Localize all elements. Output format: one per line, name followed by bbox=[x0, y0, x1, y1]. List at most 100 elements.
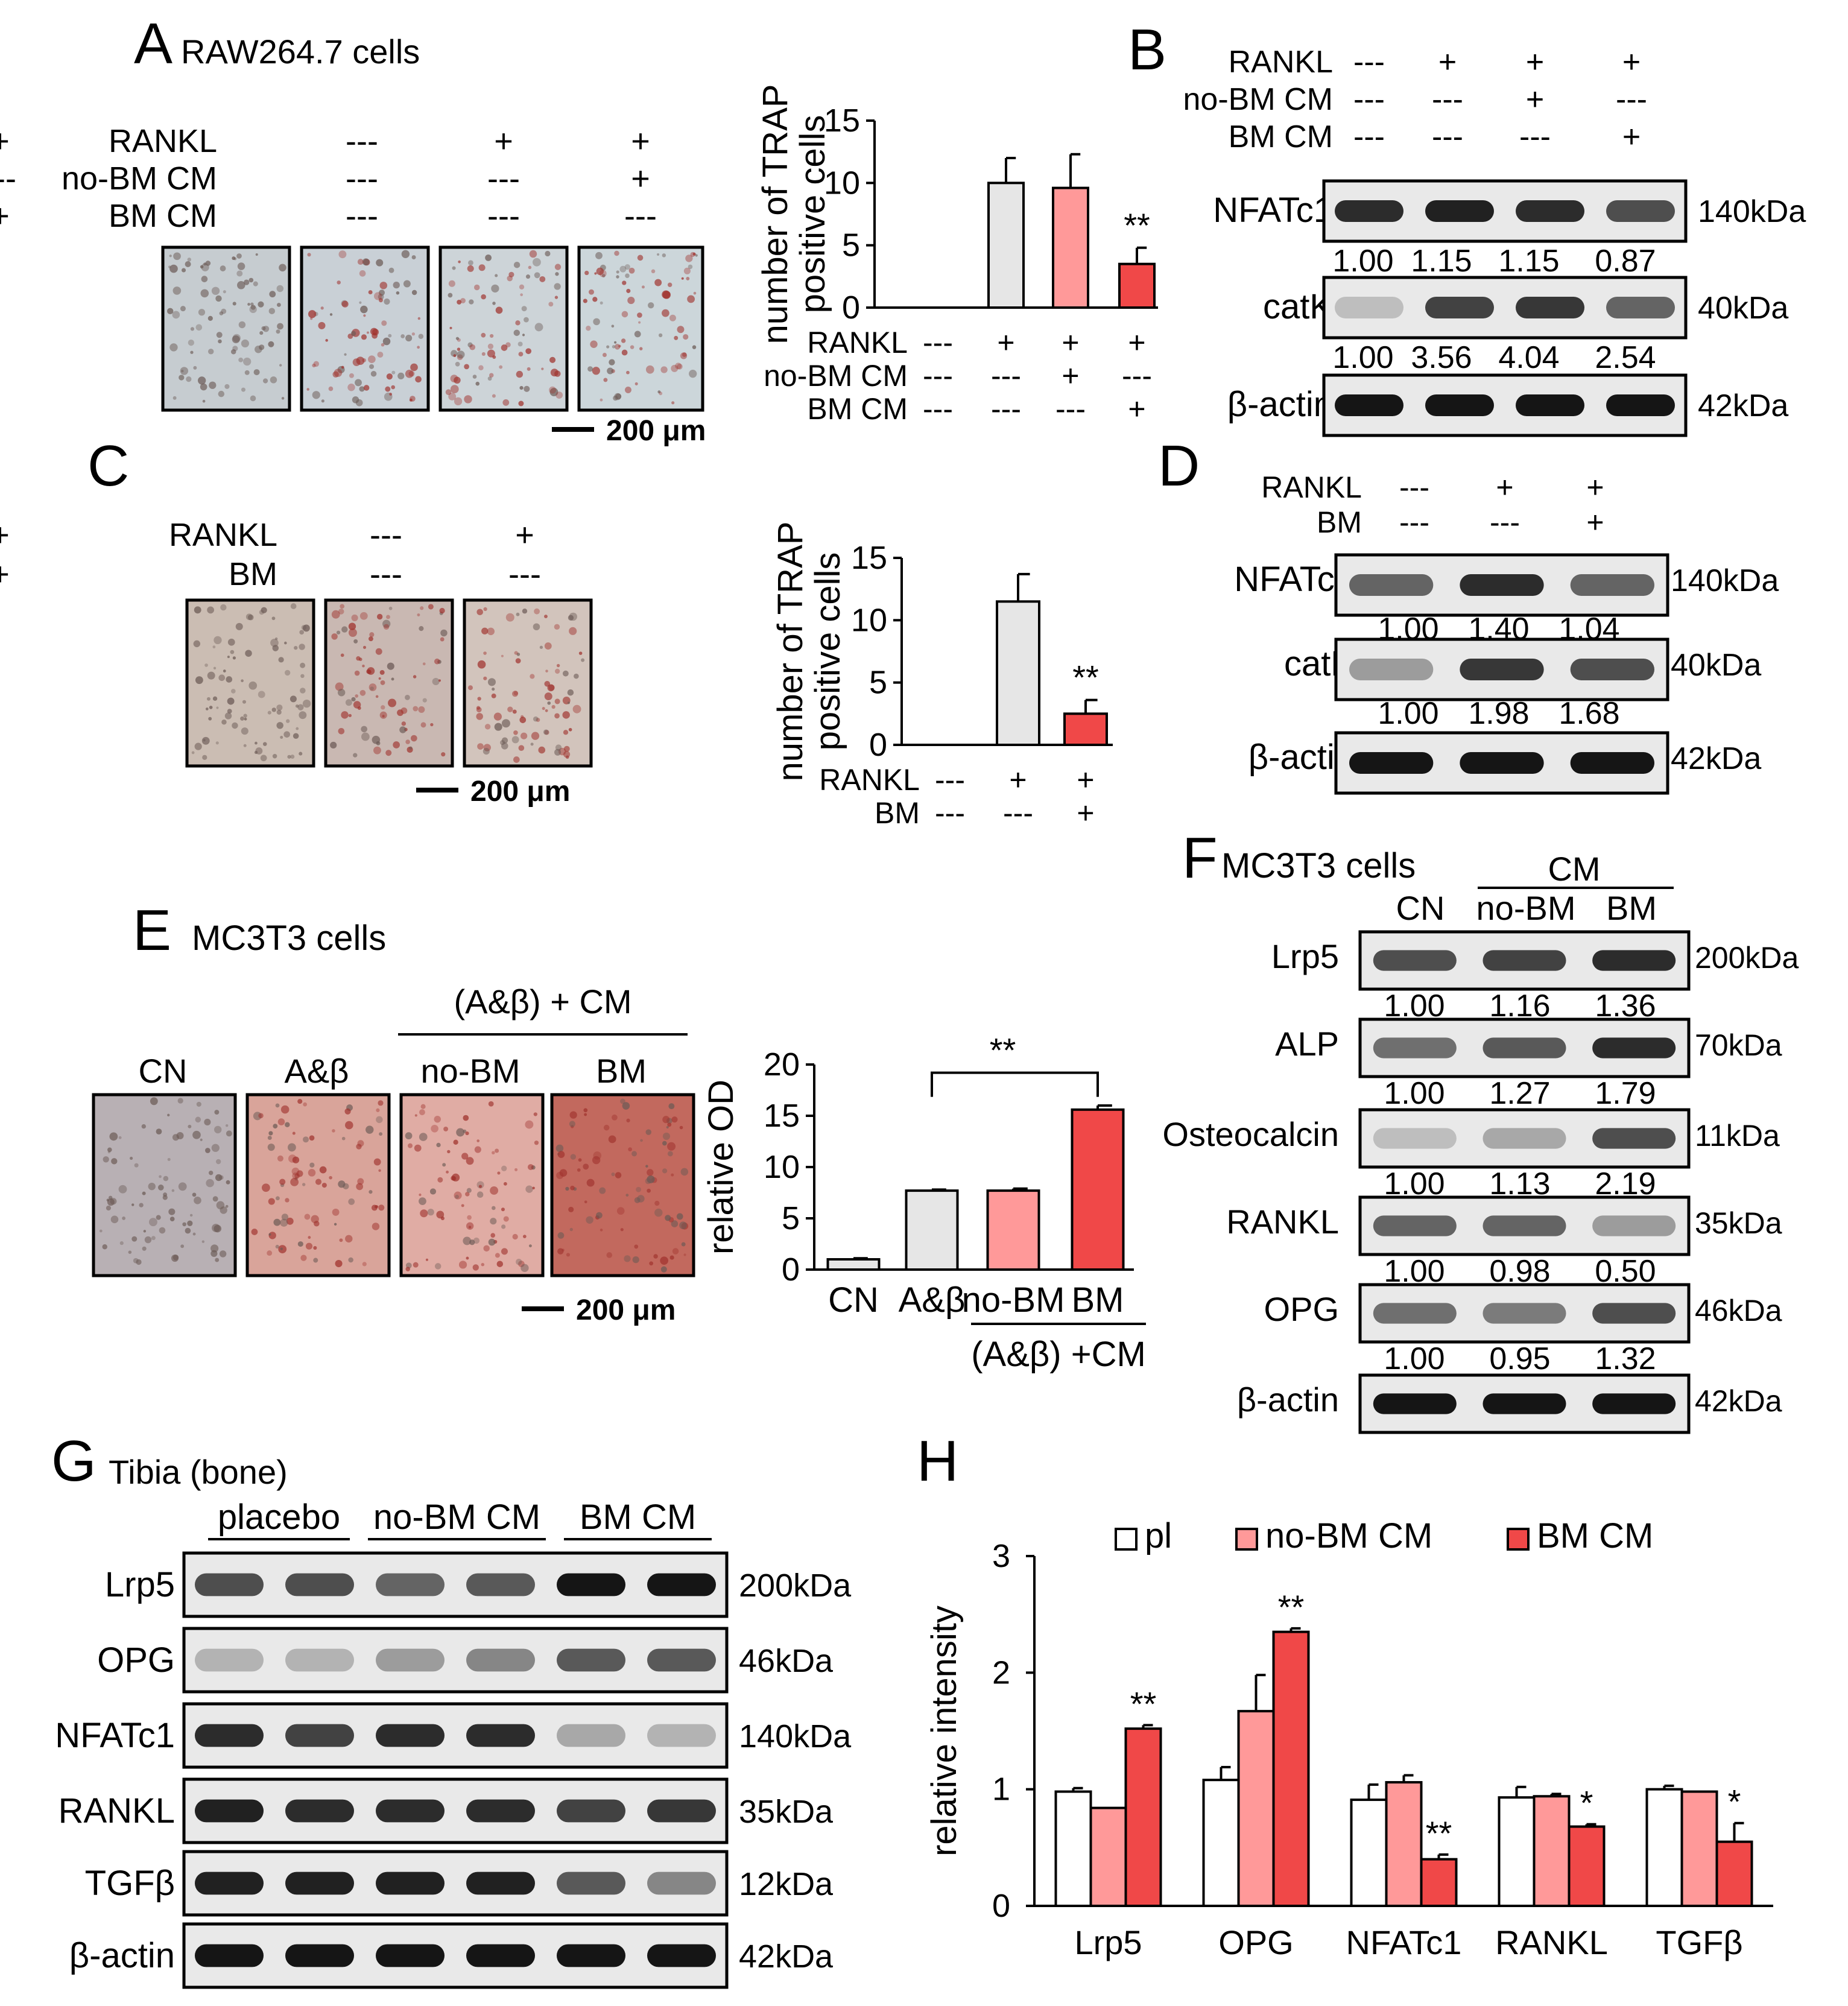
cell-speck bbox=[478, 1185, 483, 1188]
cell-speck bbox=[648, 302, 654, 309]
cell-speck bbox=[534, 272, 540, 279]
cell-speck bbox=[400, 334, 405, 338]
cell-speck bbox=[563, 745, 570, 752]
cell-speck bbox=[338, 728, 345, 735]
treatment-cell: --- bbox=[1353, 82, 1385, 117]
cell-speck bbox=[478, 365, 484, 371]
cell-speck bbox=[375, 695, 379, 698]
cell-speck bbox=[445, 389, 452, 396]
cell-speck bbox=[283, 731, 290, 738]
cell-speck bbox=[418, 334, 424, 340]
blot-label: ALP bbox=[1275, 1025, 1339, 1063]
cell-speck bbox=[647, 1169, 654, 1176]
cell-speck bbox=[163, 1192, 168, 1197]
cell-speck bbox=[634, 331, 641, 338]
cell-speck bbox=[544, 692, 552, 701]
cell-speck bbox=[340, 604, 345, 609]
bar bbox=[996, 600, 1040, 746]
cell-speck bbox=[522, 609, 528, 614]
blot-band bbox=[195, 1648, 264, 1672]
cell-speck bbox=[260, 755, 267, 762]
cell-speck bbox=[683, 267, 691, 274]
blot-band bbox=[376, 1799, 445, 1823]
cell-speck bbox=[622, 280, 627, 285]
cell-speck bbox=[501, 344, 508, 351]
cell-speck bbox=[405, 739, 410, 744]
cell-speck bbox=[566, 1253, 571, 1257]
cell-speck bbox=[548, 684, 555, 691]
cell-speck bbox=[353, 639, 358, 644]
cell-speck bbox=[119, 1241, 124, 1245]
cell-speck bbox=[344, 353, 347, 356]
cell-speck bbox=[159, 1175, 162, 1179]
treatment-label: RANKL bbox=[169, 517, 277, 553]
cell-speck bbox=[660, 1266, 667, 1273]
cell-speck bbox=[220, 265, 226, 271]
cell-speck bbox=[692, 345, 697, 349]
cell-speck bbox=[393, 741, 400, 748]
cell-speck bbox=[243, 744, 247, 747]
treatment-cell: --- bbox=[923, 359, 953, 393]
cell-speck bbox=[492, 394, 496, 398]
cell-speck bbox=[645, 1178, 651, 1185]
blot-band bbox=[1460, 574, 1544, 596]
cell-speck bbox=[255, 253, 258, 256]
cell-speck bbox=[568, 727, 572, 732]
cell-speck bbox=[620, 1098, 625, 1104]
cell-speck bbox=[106, 1205, 111, 1211]
blot-size-label: 46kDa bbox=[1695, 1294, 1782, 1327]
blot-band bbox=[376, 1724, 445, 1747]
cell-speck bbox=[495, 1253, 500, 1258]
cell-speck bbox=[467, 265, 474, 272]
cell-speck bbox=[417, 317, 421, 320]
cell-speck bbox=[677, 363, 683, 370]
blot-size-label: 42kDa bbox=[739, 1938, 834, 1975]
x-tick-label: BM bbox=[1072, 1280, 1124, 1320]
y-tick-label: 0 bbox=[842, 290, 860, 326]
cell-speck bbox=[244, 370, 250, 375]
cell-speck bbox=[262, 1183, 270, 1192]
cell-speck bbox=[218, 390, 225, 397]
cell-speck bbox=[172, 1255, 179, 1261]
cell-speck bbox=[354, 670, 360, 676]
cell-speck bbox=[487, 343, 494, 349]
cell-speck bbox=[616, 270, 619, 274]
cell-speck bbox=[450, 375, 458, 383]
blot-band bbox=[1335, 200, 1403, 222]
cell-speck bbox=[268, 308, 276, 314]
cell-speck bbox=[524, 317, 529, 323]
cell-speck bbox=[227, 638, 235, 646]
cell-speck bbox=[214, 1110, 220, 1115]
blot-size-label: 70kDa bbox=[1695, 1028, 1782, 1062]
cell-speck bbox=[110, 1215, 119, 1224]
cell-speck bbox=[309, 1135, 315, 1141]
cell-speck bbox=[616, 275, 619, 279]
cell-speck bbox=[632, 1256, 639, 1264]
cell-speck bbox=[680, 352, 688, 359]
cell-speck bbox=[167, 1113, 170, 1117]
cell-speck bbox=[230, 689, 236, 694]
cell-speck bbox=[286, 1217, 294, 1225]
cell-speck bbox=[487, 678, 496, 686]
cell-speck bbox=[366, 669, 371, 674]
cell-speck bbox=[568, 615, 574, 621]
cell-speck bbox=[587, 366, 593, 372]
band-quantification: 1.00 bbox=[1384, 1076, 1445, 1111]
treatment-cell: --- bbox=[935, 763, 965, 797]
cell-speck bbox=[654, 1200, 660, 1206]
cell-speck bbox=[241, 339, 249, 348]
blot-band bbox=[195, 1573, 264, 1596]
cell-speck bbox=[511, 736, 519, 744]
cell-speck bbox=[375, 648, 382, 655]
cell-speck bbox=[191, 751, 195, 755]
cell-speck bbox=[550, 369, 559, 377]
cell-speck bbox=[341, 1136, 346, 1141]
cell-speck bbox=[107, 1147, 112, 1153]
treatment-label: RANKL bbox=[819, 763, 920, 797]
cell-speck bbox=[334, 1223, 337, 1226]
cell-speck bbox=[630, 345, 634, 349]
cell-speck bbox=[338, 250, 347, 259]
cell-speck bbox=[592, 367, 600, 375]
cell-speck bbox=[308, 310, 317, 318]
